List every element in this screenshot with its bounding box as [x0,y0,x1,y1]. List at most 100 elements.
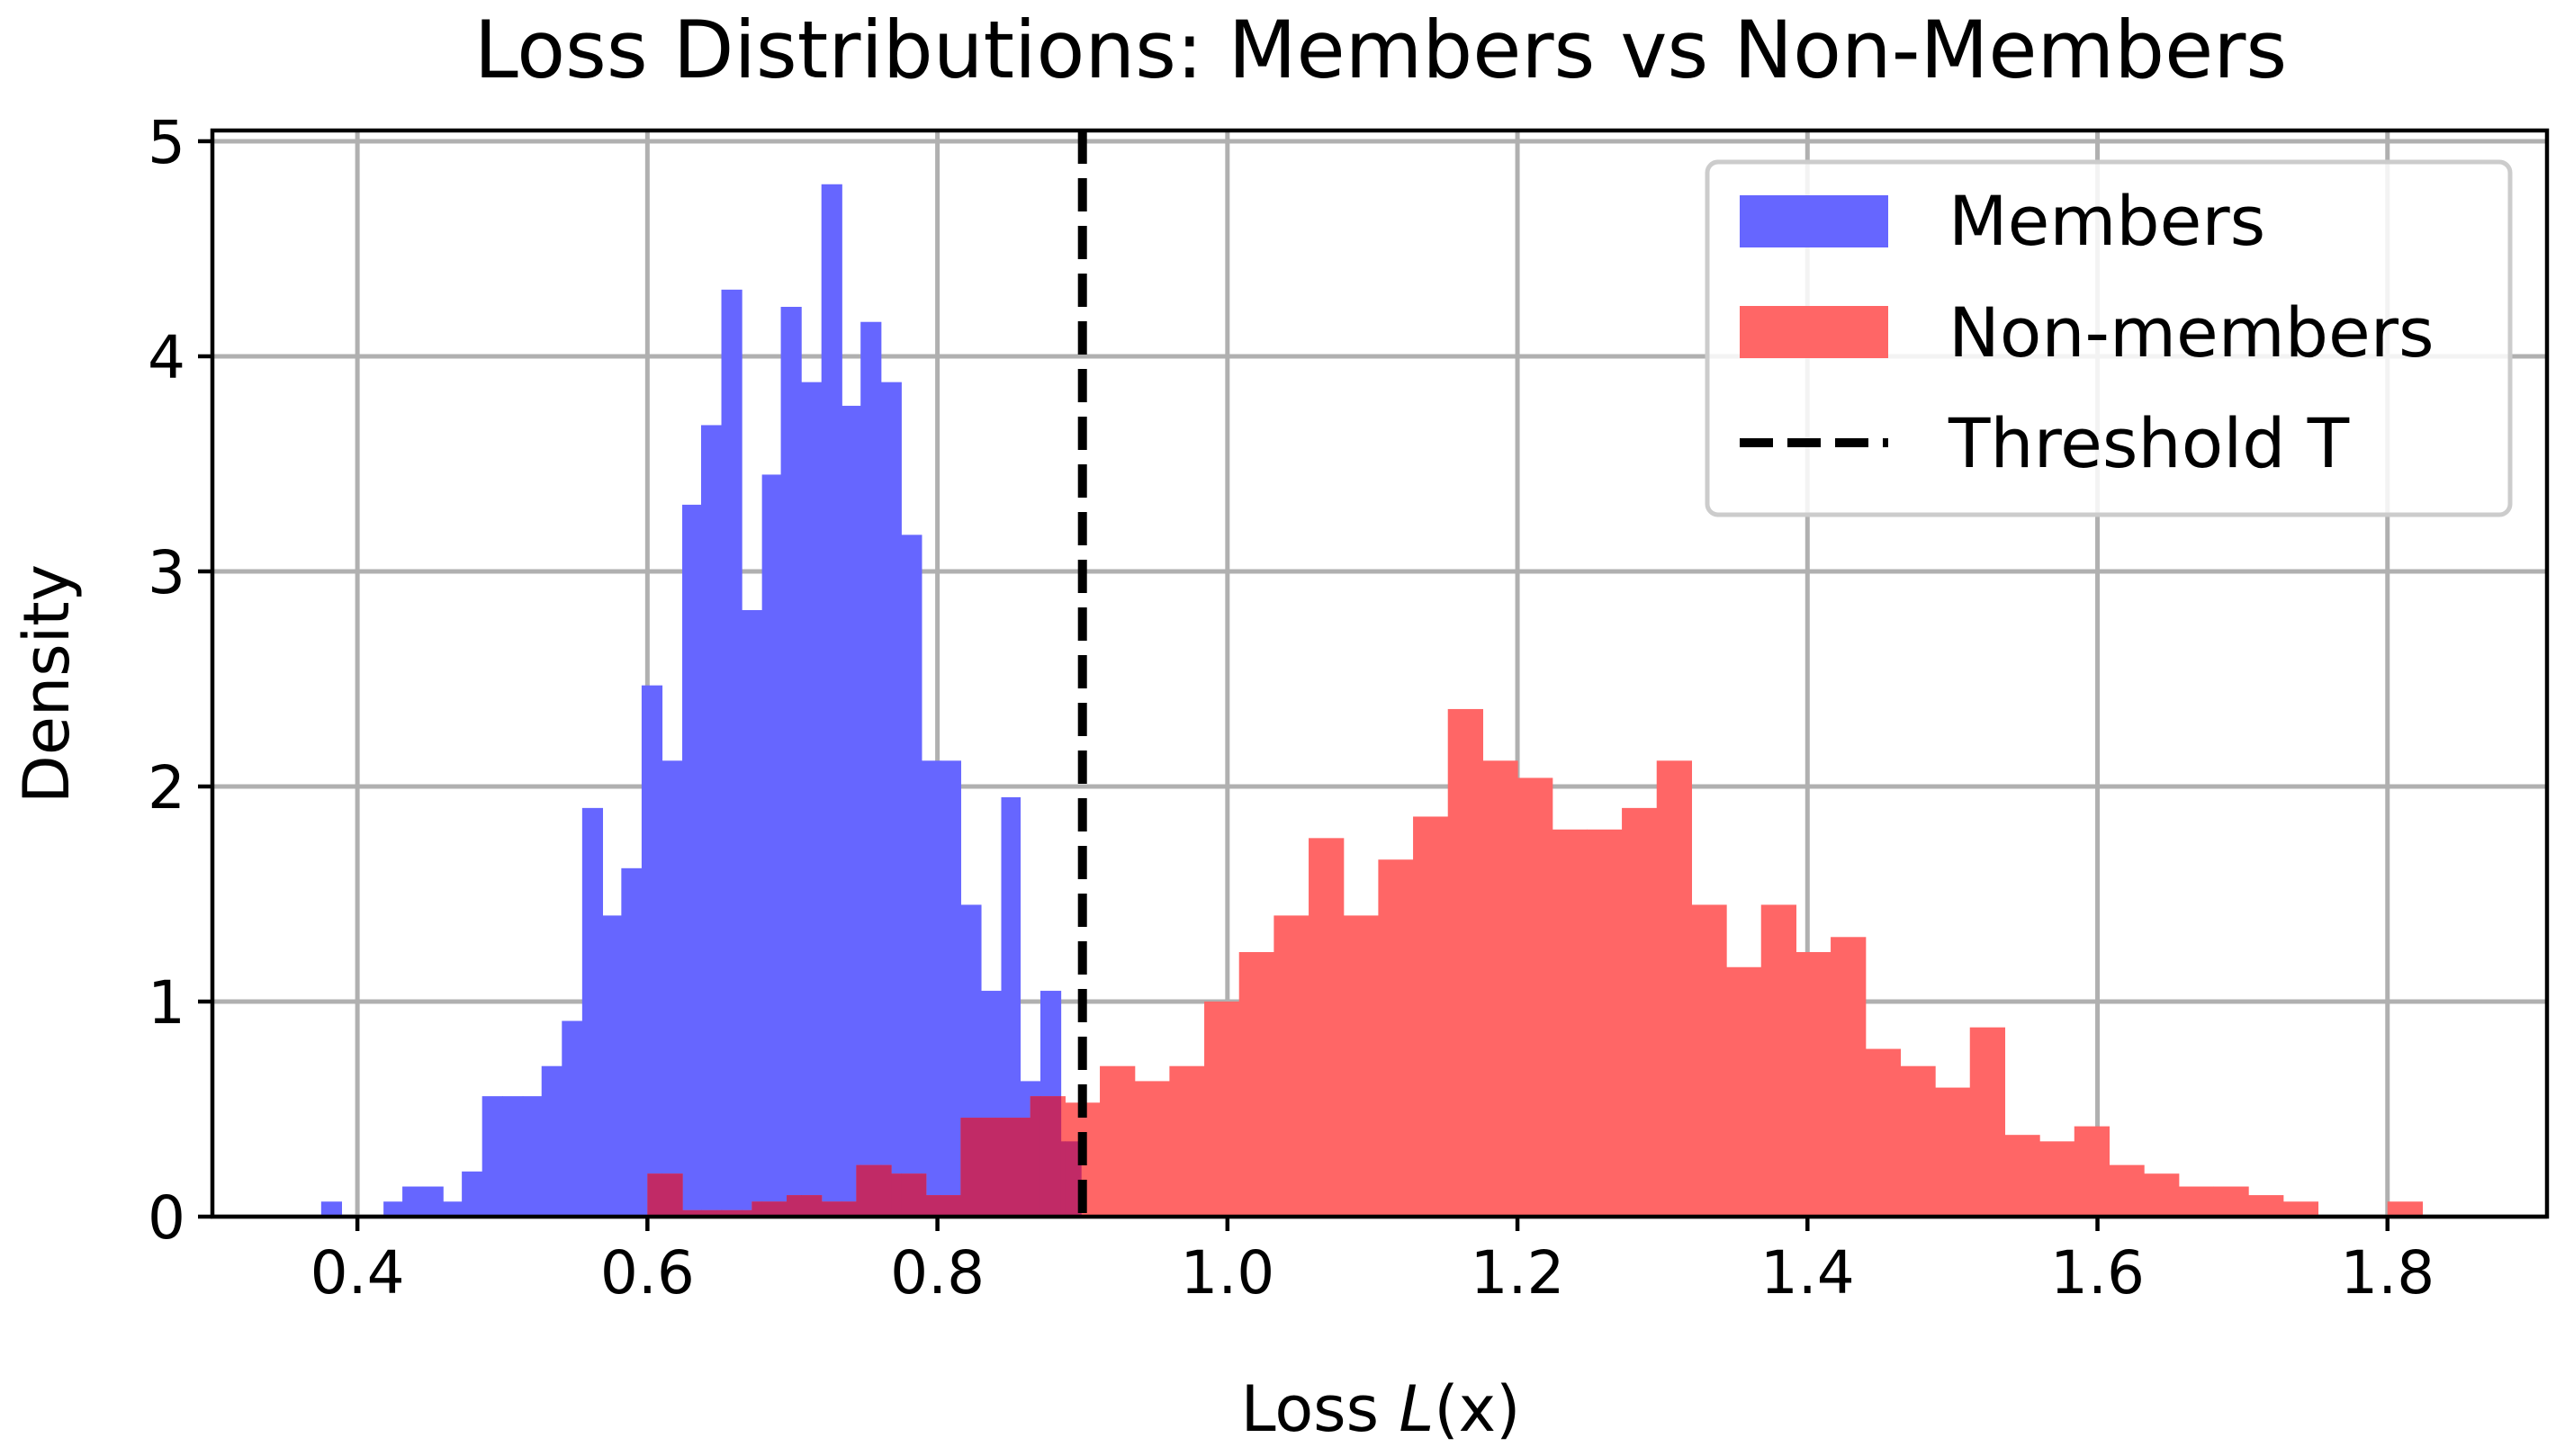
members-bar-25 [860,321,882,1217]
nonmembers-bar-28 [1622,807,1658,1217]
nonmembers-bar-37 [1935,1087,1971,1217]
overlap-bar-12-35 [1065,1141,1082,1217]
nonmembers-bar-34 [1831,937,1867,1217]
members-bar-29 [940,760,961,1217]
legend-label-nonmembers: Non-members [1948,292,2434,373]
overlap-bar-2-18 [721,1209,742,1217]
overlap-bar-11-33 [1030,1096,1041,1217]
members-bar-22 [801,382,823,1217]
x-axis-label-prefix: Loss [1241,1372,1400,1446]
nonmembers-bar-47 [2282,1201,2319,1217]
overlap-bars [647,1096,1082,1217]
members-bar-0 [320,1201,342,1217]
members-bar-10 [562,1020,583,1217]
members-bar-3 [422,1186,444,1217]
nonmembers-bar-13 [1100,1065,1136,1217]
y-tick-label-1: 1 [148,968,185,1038]
y-tick-label-4: 4 [148,323,185,392]
nonmembers-bar-42 [2109,1164,2145,1217]
members-bar-24 [842,405,861,1217]
nonmembers-bar-23 [1447,708,1483,1217]
overlap-bar-3-19 [752,1201,763,1217]
members-bar-11 [581,807,604,1217]
x-tick-label-7: 1.8 [2340,1238,2434,1308]
y-tick-label-3: 3 [148,538,185,607]
x-tick-label-3: 1.0 [1180,1238,1274,1308]
nonmembers-bar-27 [1587,829,1623,1217]
overlap-bar-9-31 [980,1118,996,1217]
members-bar-17 [700,425,723,1217]
members-bar-1 [383,1201,403,1217]
y-tick-label-0: 0 [148,1183,185,1253]
overlap-bar-10-32 [1001,1118,1022,1217]
nonmembers-bar-16 [1204,1001,1240,1217]
overlap-bar-8-29 [940,1195,961,1217]
nonmembers-bar-19 [1309,838,1345,1217]
overlap-bar-4-22 [801,1195,823,1217]
members-bar-8 [522,1096,543,1217]
nonmembers-bar-14 [1134,1081,1170,1217]
overlap-bar-3-21 [780,1201,788,1217]
nonmembers-bar-36 [1900,1065,1936,1217]
legend-box [1705,159,2513,517]
overlap-bar-7-28 [921,1173,927,1217]
members-bar-32 [1001,796,1022,1217]
members-bar-7 [502,1096,524,1217]
overlap-bar-8-28 [925,1195,941,1217]
members-bar-18 [721,289,742,1218]
members-bar-26 [880,382,902,1217]
y-axis-ticks: 0 1 2 3 4 5 [148,108,212,1253]
nonmembers-bar-18 [1274,915,1310,1217]
x-axis-label-variable: L [1399,1372,1434,1446]
members-bar-4 [443,1201,463,1217]
members-bar-21 [780,306,802,1217]
overlap-bar-5-23 [821,1201,842,1217]
overlap-bar-0-15 [662,1173,683,1217]
overlap-bar-10-33 [1020,1118,1031,1217]
overlap-bar-7-26 [891,1173,902,1217]
nonmembers-bar-17 [1238,952,1274,1217]
overlap-bar-3-20 [761,1201,782,1217]
nonmembers-bar-39 [2004,1135,2040,1217]
overlap-bar-11-34 [1040,1096,1062,1217]
nonmembers-bar-24 [1482,760,1518,1217]
overlap-bar-10-31 [995,1118,1003,1217]
nonmembers-bar-22 [1413,816,1449,1217]
nonmembers-bar-30 [1691,904,1727,1217]
nonmembers-bar-38 [1969,1027,2006,1217]
members-bar-12 [602,915,622,1217]
members-bar-2 [402,1186,424,1217]
nonmembers-bar-45 [2213,1186,2249,1217]
overlap-bar-6-26 [880,1164,892,1217]
members-bar-5 [462,1171,483,1217]
members-bar-20 [761,474,782,1217]
nonmembers-bar-31 [1726,966,1762,1217]
members-bar-14 [641,685,663,1217]
overlap-bar-11-35 [1060,1141,1066,1217]
nonmembers-bar-44 [2178,1186,2215,1217]
nonmembers-bar-25 [1517,777,1553,1217]
nonmembers-bar-40 [2039,1141,2075,1217]
legend-swatch-nonmembers [1740,306,1888,358]
x-tick-label-4: 1.2 [1471,1238,1565,1308]
y-tick-label-5: 5 [148,108,185,177]
chart-title: Loss Distributions: Members vs Non-Membe… [474,4,2288,96]
x-axis-label-suffix: (x) [1434,1372,1520,1446]
legend-label-members: Members [1948,181,2265,261]
members-bar-27 [901,535,922,1217]
overlap-bar-4-21 [787,1195,802,1217]
overlap-bar-0-14 [647,1173,663,1217]
x-axis-label: Loss L(x) [1241,1372,1521,1446]
overlap-bar-2-17 [716,1209,723,1217]
nonmembers-bar-33 [1796,952,1832,1217]
overlap-bar-5-24 [842,1201,857,1217]
nonmembers-bar-26 [1552,829,1588,1217]
members-bar-16 [682,504,702,1217]
members-bar-6 [482,1096,503,1217]
overlap-bar-7-27 [901,1173,922,1217]
nonmembers-bar-41 [2074,1126,2110,1217]
members-bar-28 [921,760,941,1217]
members-bar-13 [621,867,643,1217]
nonmembers-bar-20 [1343,915,1379,1217]
